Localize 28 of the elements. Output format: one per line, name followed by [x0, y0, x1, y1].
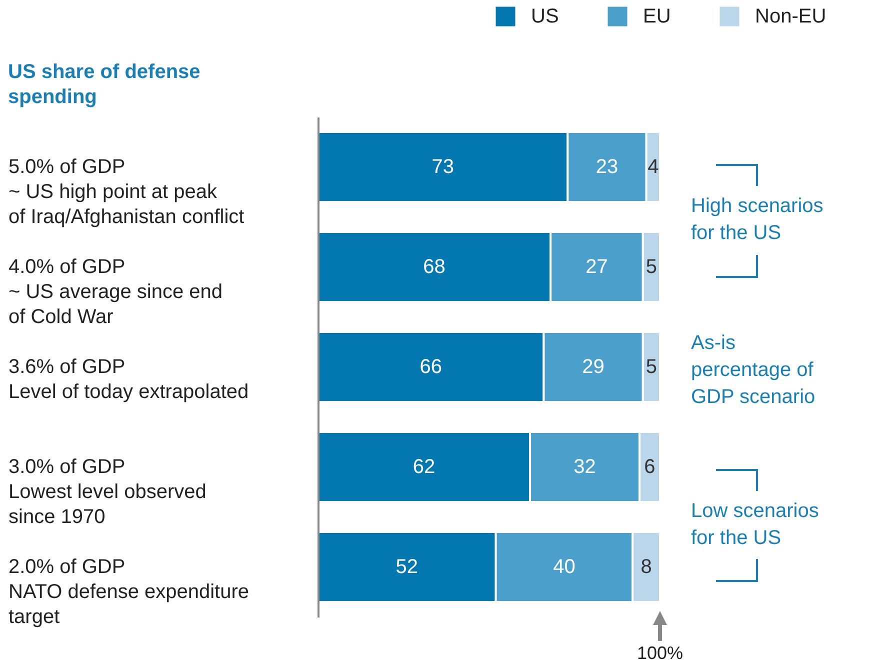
data-label: 32 — [574, 456, 596, 478]
text: US share of defense spending — [8, 60, 202, 110]
data-label: 66 — [420, 356, 442, 378]
legend-label: Non-EU — [755, 6, 826, 28]
data-label: 73 — [432, 156, 454, 178]
data-label: 52 — [396, 556, 418, 578]
text: High scenarios for the US — [691, 194, 824, 246]
y-tick-label: 5.0% of GDP ~ US high point at peak of Iraq/Afghanistan conflict — [8, 156, 245, 228]
text: 100% — [636, 643, 684, 664]
text: As-is percentage of GDP scenario — [691, 331, 816, 410]
data-label: 23 — [596, 156, 618, 178]
y-tick-label: 3.0% of GDP Lowest level observed since 1970 — [8, 456, 206, 528]
data-label: 6 — [644, 456, 656, 478]
data-label: 27 — [586, 256, 608, 278]
data-label: 68 — [423, 256, 446, 278]
text: Low scenarios for the US — [691, 499, 819, 551]
data-label: 8 — [640, 556, 652, 578]
legend-label: EU — [643, 6, 671, 28]
y-tick-label: 3.6% of GDP Level of today extrapolated — [8, 356, 249, 403]
data-label: 4 — [648, 156, 659, 178]
y-tick-label: 2.0% of GDP NATO defense expenditure target — [8, 556, 250, 628]
data-label: 40 — [553, 556, 576, 578]
data-label: 62 — [412, 456, 436, 478]
y-tick-label: 4.0% of GDP ~ US average since end of Cold War — [8, 256, 223, 328]
data-label: 5 — [646, 256, 658, 278]
data-label: 29 — [582, 356, 604, 378]
data-label: 5 — [646, 356, 658, 378]
legend-label: US — [531, 6, 559, 28]
